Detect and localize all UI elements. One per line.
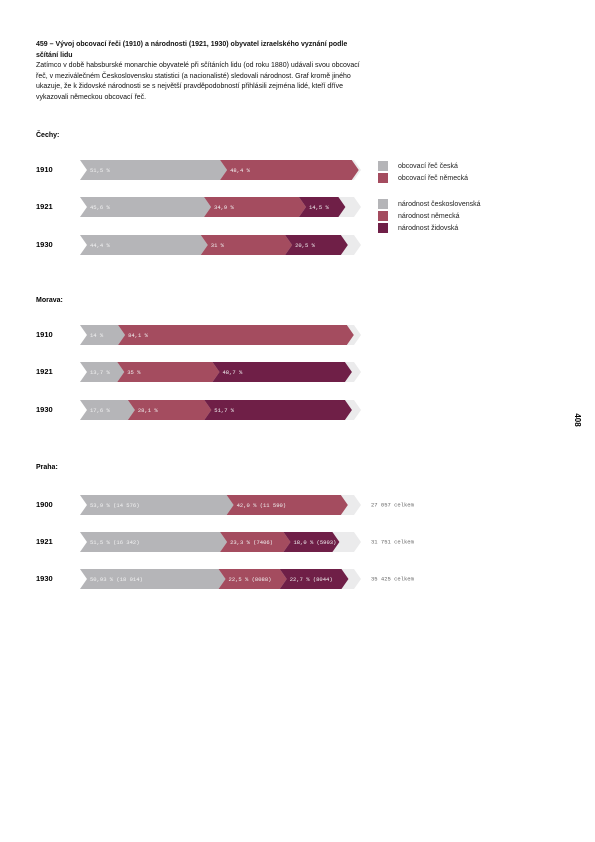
page-number: 408 — [573, 413, 582, 427]
value-label: 51,7 % — [214, 407, 235, 414]
value-label: 48,7 % — [222, 369, 243, 376]
value-label: 23,3 % (7406) — [230, 539, 273, 546]
bar-segment — [220, 532, 291, 552]
bar-segment — [204, 197, 306, 217]
value-label: 35 % — [127, 369, 141, 376]
value-label: 84,1 % — [128, 332, 149, 339]
bar-segment — [127, 400, 212, 420]
row-label: 1910 — [36, 165, 53, 174]
row-label: 1921 — [36, 537, 53, 546]
value-label: 42,0 % (11 590) — [237, 502, 287, 509]
legend-label: obcovací řeč česká — [398, 163, 458, 170]
total-label: 27 057 celkem — [371, 501, 415, 508]
value-label: 22,5 % (8088) — [229, 576, 272, 583]
bar-segment — [285, 235, 348, 255]
row-label: 1930 — [36, 405, 53, 414]
total-label: 35 425 celkem — [371, 575, 415, 582]
bar-segment — [80, 235, 208, 255]
caption-text: Zatímco v době habsburské monarchie obyv… — [36, 62, 360, 101]
legend-label: národnost československá — [398, 201, 481, 208]
value-label: 50,93 % (18 014) — [90, 576, 143, 583]
bar-segment — [80, 532, 228, 552]
value-label: 18,0 % (5903) — [293, 539, 336, 546]
legend-swatch — [378, 223, 388, 233]
bar-segment — [218, 569, 287, 589]
value-label: 34,9 % — [214, 204, 235, 211]
section-title: Čechy: — [36, 130, 59, 139]
legend-swatch — [378, 173, 388, 183]
value-label: 48,4 % — [230, 167, 251, 174]
bar-segment — [80, 400, 135, 420]
value-label: 31 % — [211, 242, 225, 249]
value-label: 45,6 % — [90, 204, 111, 211]
bar-segment — [80, 160, 228, 180]
value-label: 28,1 % — [138, 407, 159, 414]
caption-title: 459 – Vývoj obcovací řeči (1910) a národ… — [36, 41, 348, 59]
row-label: 1900 — [36, 500, 53, 509]
bar-segment — [200, 235, 293, 255]
total-label: 31 751 celkem — [371, 538, 415, 545]
row-label: 1921 — [36, 202, 53, 211]
row-label: 1930 — [36, 574, 53, 583]
legend-label: obcovací řeč německá — [398, 175, 468, 182]
bar-segment — [226, 495, 348, 515]
bar-segment — [80, 325, 126, 345]
bar-segment — [117, 362, 220, 382]
bar-segment — [80, 495, 234, 515]
value-label: 14 % — [90, 332, 104, 339]
row-label: 1930 — [36, 240, 53, 249]
value-label: 53,9 % (14 576) — [90, 502, 140, 509]
bar-segment — [212, 362, 352, 382]
value-label: 20,5 % — [295, 242, 316, 249]
value-label: 22,7 % (8044) — [290, 576, 333, 583]
caption: 459 – Vývoj obcovací řeči (1910) a národ… — [36, 40, 366, 103]
row-label: 1910 — [36, 330, 53, 339]
value-label: 13,7 % — [90, 369, 111, 376]
bar-segment — [279, 569, 349, 589]
value-label: 14,5 % — [309, 204, 330, 211]
bar-segment — [220, 160, 359, 180]
section-title: Praha: — [36, 464, 58, 471]
bar-segment — [204, 400, 352, 420]
bar-segment — [118, 325, 354, 345]
value-label: 44,4 % — [90, 242, 111, 249]
bar-segment — [298, 197, 346, 217]
bar-segment — [80, 569, 226, 589]
legend-swatch — [378, 199, 388, 209]
bar-segment — [283, 532, 340, 552]
bar-segment — [80, 362, 125, 382]
legend-swatch — [378, 161, 388, 171]
value-label: 51,5 % — [90, 167, 111, 174]
legend-label: národnost německá — [398, 213, 460, 220]
value-label: 17,6 % — [90, 407, 111, 414]
legend-label: národnost židovská — [398, 225, 458, 232]
legend-swatch — [378, 211, 388, 221]
section-title: Morava: — [36, 297, 63, 304]
bar-segment — [80, 197, 212, 217]
row-label: 1921 — [36, 367, 53, 376]
value-label: 51,5 % (16 342) — [90, 539, 140, 546]
